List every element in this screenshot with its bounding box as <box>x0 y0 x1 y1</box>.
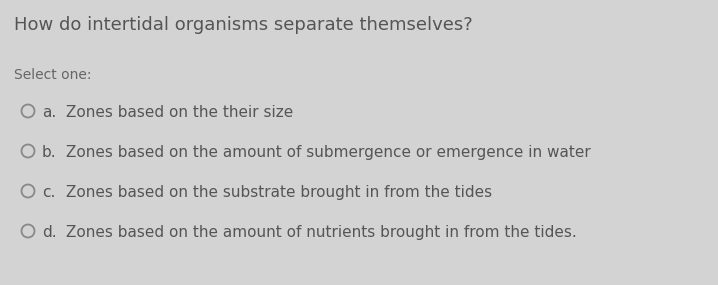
Text: Zones based on the amount of nutrients brought in from the tides.: Zones based on the amount of nutrients b… <box>66 225 577 240</box>
Text: a.: a. <box>42 105 56 120</box>
Text: Zones based on the their size: Zones based on the their size <box>66 105 293 120</box>
Text: Zones based on the amount of submergence or emergence in water: Zones based on the amount of submergence… <box>66 145 591 160</box>
Text: d.: d. <box>42 225 57 240</box>
Text: How do intertidal organisms separate themselves?: How do intertidal organisms separate the… <box>14 16 472 34</box>
Text: Select one:: Select one: <box>14 68 91 82</box>
Text: Zones based on the substrate brought in from the tides: Zones based on the substrate brought in … <box>66 185 492 200</box>
Text: c.: c. <box>42 185 55 200</box>
Text: b.: b. <box>42 145 57 160</box>
